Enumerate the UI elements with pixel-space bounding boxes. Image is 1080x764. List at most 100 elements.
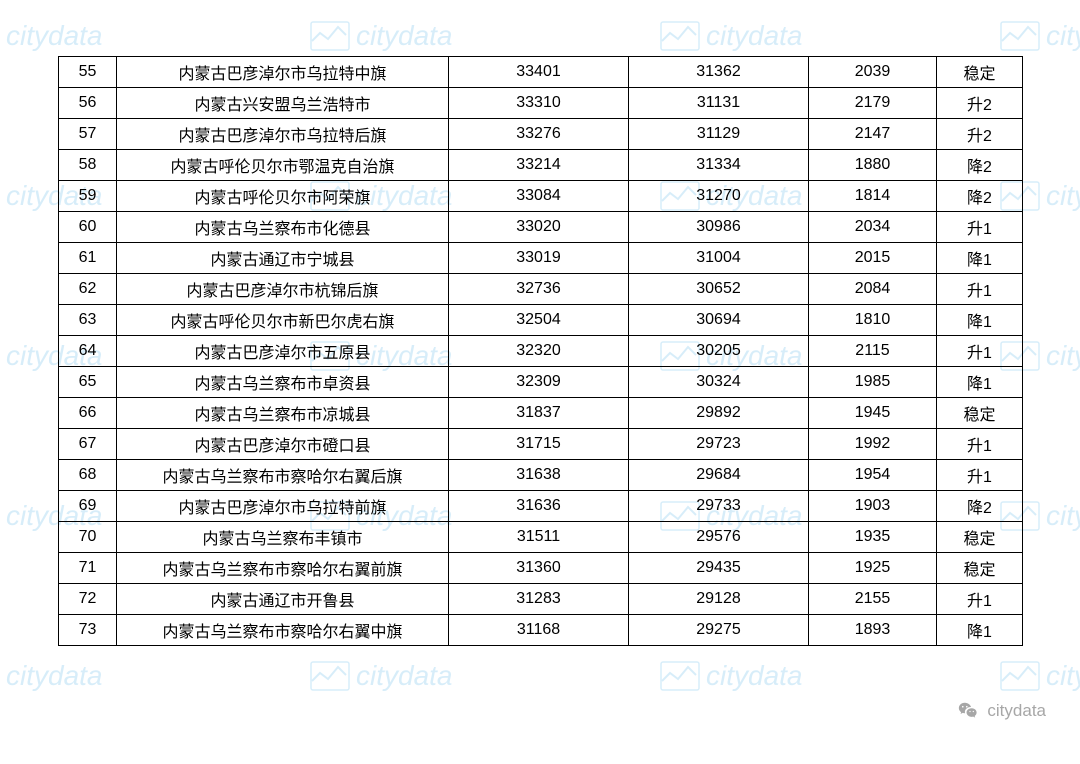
wechat-icon bbox=[957, 700, 979, 722]
diff-cell: 2115 bbox=[809, 336, 937, 367]
value2-cell: 29892 bbox=[629, 398, 809, 429]
value2-cell: 31129 bbox=[629, 119, 809, 150]
trend-cell: 升1 bbox=[937, 429, 1023, 460]
trend-cell: 稳定 bbox=[937, 553, 1023, 584]
diff-cell: 1954 bbox=[809, 460, 937, 491]
value1-cell: 33401 bbox=[449, 57, 629, 88]
diff-cell: 1810 bbox=[809, 305, 937, 336]
table-row: 59内蒙古呼伦贝尔市阿荣旗33084312701814降2 bbox=[59, 181, 1023, 212]
region-cell: 内蒙古巴彦淖尔市乌拉特前旗 bbox=[117, 491, 449, 522]
trend-cell: 降2 bbox=[937, 181, 1023, 212]
trend-cell: 升1 bbox=[937, 212, 1023, 243]
region-cell: 内蒙古巴彦淖尔市乌拉特中旗 bbox=[117, 57, 449, 88]
region-cell: 内蒙古呼伦贝尔市鄂温克自治旗 bbox=[117, 150, 449, 181]
value1-cell: 31837 bbox=[449, 398, 629, 429]
watermark: citydata bbox=[310, 660, 453, 692]
table-row: 69内蒙古巴彦淖尔市乌拉特前旗31636297331903降2 bbox=[59, 491, 1023, 522]
rank-cell: 71 bbox=[59, 553, 117, 584]
rank-cell: 72 bbox=[59, 584, 117, 615]
diff-cell: 1814 bbox=[809, 181, 937, 212]
trend-cell: 稳定 bbox=[937, 522, 1023, 553]
value2-cell: 29435 bbox=[629, 553, 809, 584]
diff-cell: 1992 bbox=[809, 429, 937, 460]
rank-cell: 57 bbox=[59, 119, 117, 150]
table-row: 58内蒙古呼伦贝尔市鄂温克自治旗33214313341880降2 bbox=[59, 150, 1023, 181]
trend-cell: 降1 bbox=[937, 367, 1023, 398]
value2-cell: 31004 bbox=[629, 243, 809, 274]
rank-cell: 63 bbox=[59, 305, 117, 336]
trend-cell: 降2 bbox=[937, 491, 1023, 522]
value2-cell: 30986 bbox=[629, 212, 809, 243]
rank-cell: 64 bbox=[59, 336, 117, 367]
footer-badge: citydata bbox=[957, 700, 1046, 722]
value1-cell: 32320 bbox=[449, 336, 629, 367]
rank-cell: 60 bbox=[59, 212, 117, 243]
region-cell: 内蒙古呼伦贝尔市阿荣旗 bbox=[117, 181, 449, 212]
value1-cell: 31636 bbox=[449, 491, 629, 522]
rank-cell: 73 bbox=[59, 615, 117, 646]
rank-cell: 58 bbox=[59, 150, 117, 181]
region-cell: 内蒙古巴彦淖尔市杭锦后旗 bbox=[117, 274, 449, 305]
value1-cell: 33019 bbox=[449, 243, 629, 274]
rank-cell: 59 bbox=[59, 181, 117, 212]
value1-cell: 33276 bbox=[449, 119, 629, 150]
diff-cell: 2015 bbox=[809, 243, 937, 274]
diff-cell: 1935 bbox=[809, 522, 937, 553]
trend-cell: 稳定 bbox=[937, 398, 1023, 429]
trend-cell: 降1 bbox=[937, 243, 1023, 274]
region-cell: 内蒙古乌兰察布市察哈尔右翼中旗 bbox=[117, 615, 449, 646]
value1-cell: 31715 bbox=[449, 429, 629, 460]
value1-cell: 33310 bbox=[449, 88, 629, 119]
diff-cell: 1985 bbox=[809, 367, 937, 398]
data-table: 55内蒙古巴彦淖尔市乌拉特中旗33401313622039稳定56内蒙古兴安盟乌… bbox=[58, 56, 1023, 646]
table-body: 55内蒙古巴彦淖尔市乌拉特中旗33401313622039稳定56内蒙古兴安盟乌… bbox=[59, 57, 1023, 646]
value2-cell: 29128 bbox=[629, 584, 809, 615]
rank-cell: 65 bbox=[59, 367, 117, 398]
trend-cell: 升1 bbox=[937, 584, 1023, 615]
table-row: 67内蒙古巴彦淖尔市磴口县31715297231992升1 bbox=[59, 429, 1023, 460]
diff-cell: 2084 bbox=[809, 274, 937, 305]
table-row: 66内蒙古乌兰察布市凉城县31837298921945稳定 bbox=[59, 398, 1023, 429]
value2-cell: 31362 bbox=[629, 57, 809, 88]
table-row: 70内蒙古乌兰察布丰镇市31511295761935稳定 bbox=[59, 522, 1023, 553]
diff-cell: 2179 bbox=[809, 88, 937, 119]
trend-cell: 升2 bbox=[937, 88, 1023, 119]
diff-cell: 1893 bbox=[809, 615, 937, 646]
table-row: 72内蒙古通辽市开鲁县31283291282155升1 bbox=[59, 584, 1023, 615]
table-row: 57内蒙古巴彦淖尔市乌拉特后旗33276311292147升2 bbox=[59, 119, 1023, 150]
diff-cell: 1880 bbox=[809, 150, 937, 181]
value1-cell: 33020 bbox=[449, 212, 629, 243]
region-cell: 内蒙古乌兰察布市察哈尔右翼后旗 bbox=[117, 460, 449, 491]
trend-cell: 降1 bbox=[937, 615, 1023, 646]
table-row: 64内蒙古巴彦淖尔市五原县32320302052115升1 bbox=[59, 336, 1023, 367]
value1-cell: 32309 bbox=[449, 367, 629, 398]
rank-cell: 55 bbox=[59, 57, 117, 88]
value2-cell: 31131 bbox=[629, 88, 809, 119]
region-cell: 内蒙古乌兰察布市卓资县 bbox=[117, 367, 449, 398]
value1-cell: 31360 bbox=[449, 553, 629, 584]
region-cell: 内蒙古通辽市宁城县 bbox=[117, 243, 449, 274]
table-row: 65内蒙古乌兰察布市卓资县32309303241985降1 bbox=[59, 367, 1023, 398]
trend-cell: 稳定 bbox=[937, 57, 1023, 88]
region-cell: 内蒙古兴安盟乌兰浩特市 bbox=[117, 88, 449, 119]
value1-cell: 32504 bbox=[449, 305, 629, 336]
diff-cell: 1925 bbox=[809, 553, 937, 584]
trend-cell: 降2 bbox=[937, 150, 1023, 181]
trend-cell: 升1 bbox=[937, 274, 1023, 305]
value2-cell: 29723 bbox=[629, 429, 809, 460]
diff-cell: 1903 bbox=[809, 491, 937, 522]
diff-cell: 2039 bbox=[809, 57, 937, 88]
rank-cell: 62 bbox=[59, 274, 117, 305]
value2-cell: 31334 bbox=[629, 150, 809, 181]
table-row: 71内蒙古乌兰察布市察哈尔右翼前旗31360294351925稳定 bbox=[59, 553, 1023, 584]
table-row: 61内蒙古通辽市宁城县33019310042015降1 bbox=[59, 243, 1023, 274]
diff-cell: 2034 bbox=[809, 212, 937, 243]
value2-cell: 31270 bbox=[629, 181, 809, 212]
region-cell: 内蒙古乌兰察布市化德县 bbox=[117, 212, 449, 243]
trend-cell: 升1 bbox=[937, 460, 1023, 491]
trend-cell: 升2 bbox=[937, 119, 1023, 150]
diff-cell: 2147 bbox=[809, 119, 937, 150]
watermark: citydata bbox=[660, 660, 803, 692]
table-row: 68内蒙古乌兰察布市察哈尔右翼后旗31638296841954升1 bbox=[59, 460, 1023, 491]
table-container: 55内蒙古巴彦淖尔市乌拉特中旗33401313622039稳定56内蒙古兴安盟乌… bbox=[0, 0, 1080, 646]
